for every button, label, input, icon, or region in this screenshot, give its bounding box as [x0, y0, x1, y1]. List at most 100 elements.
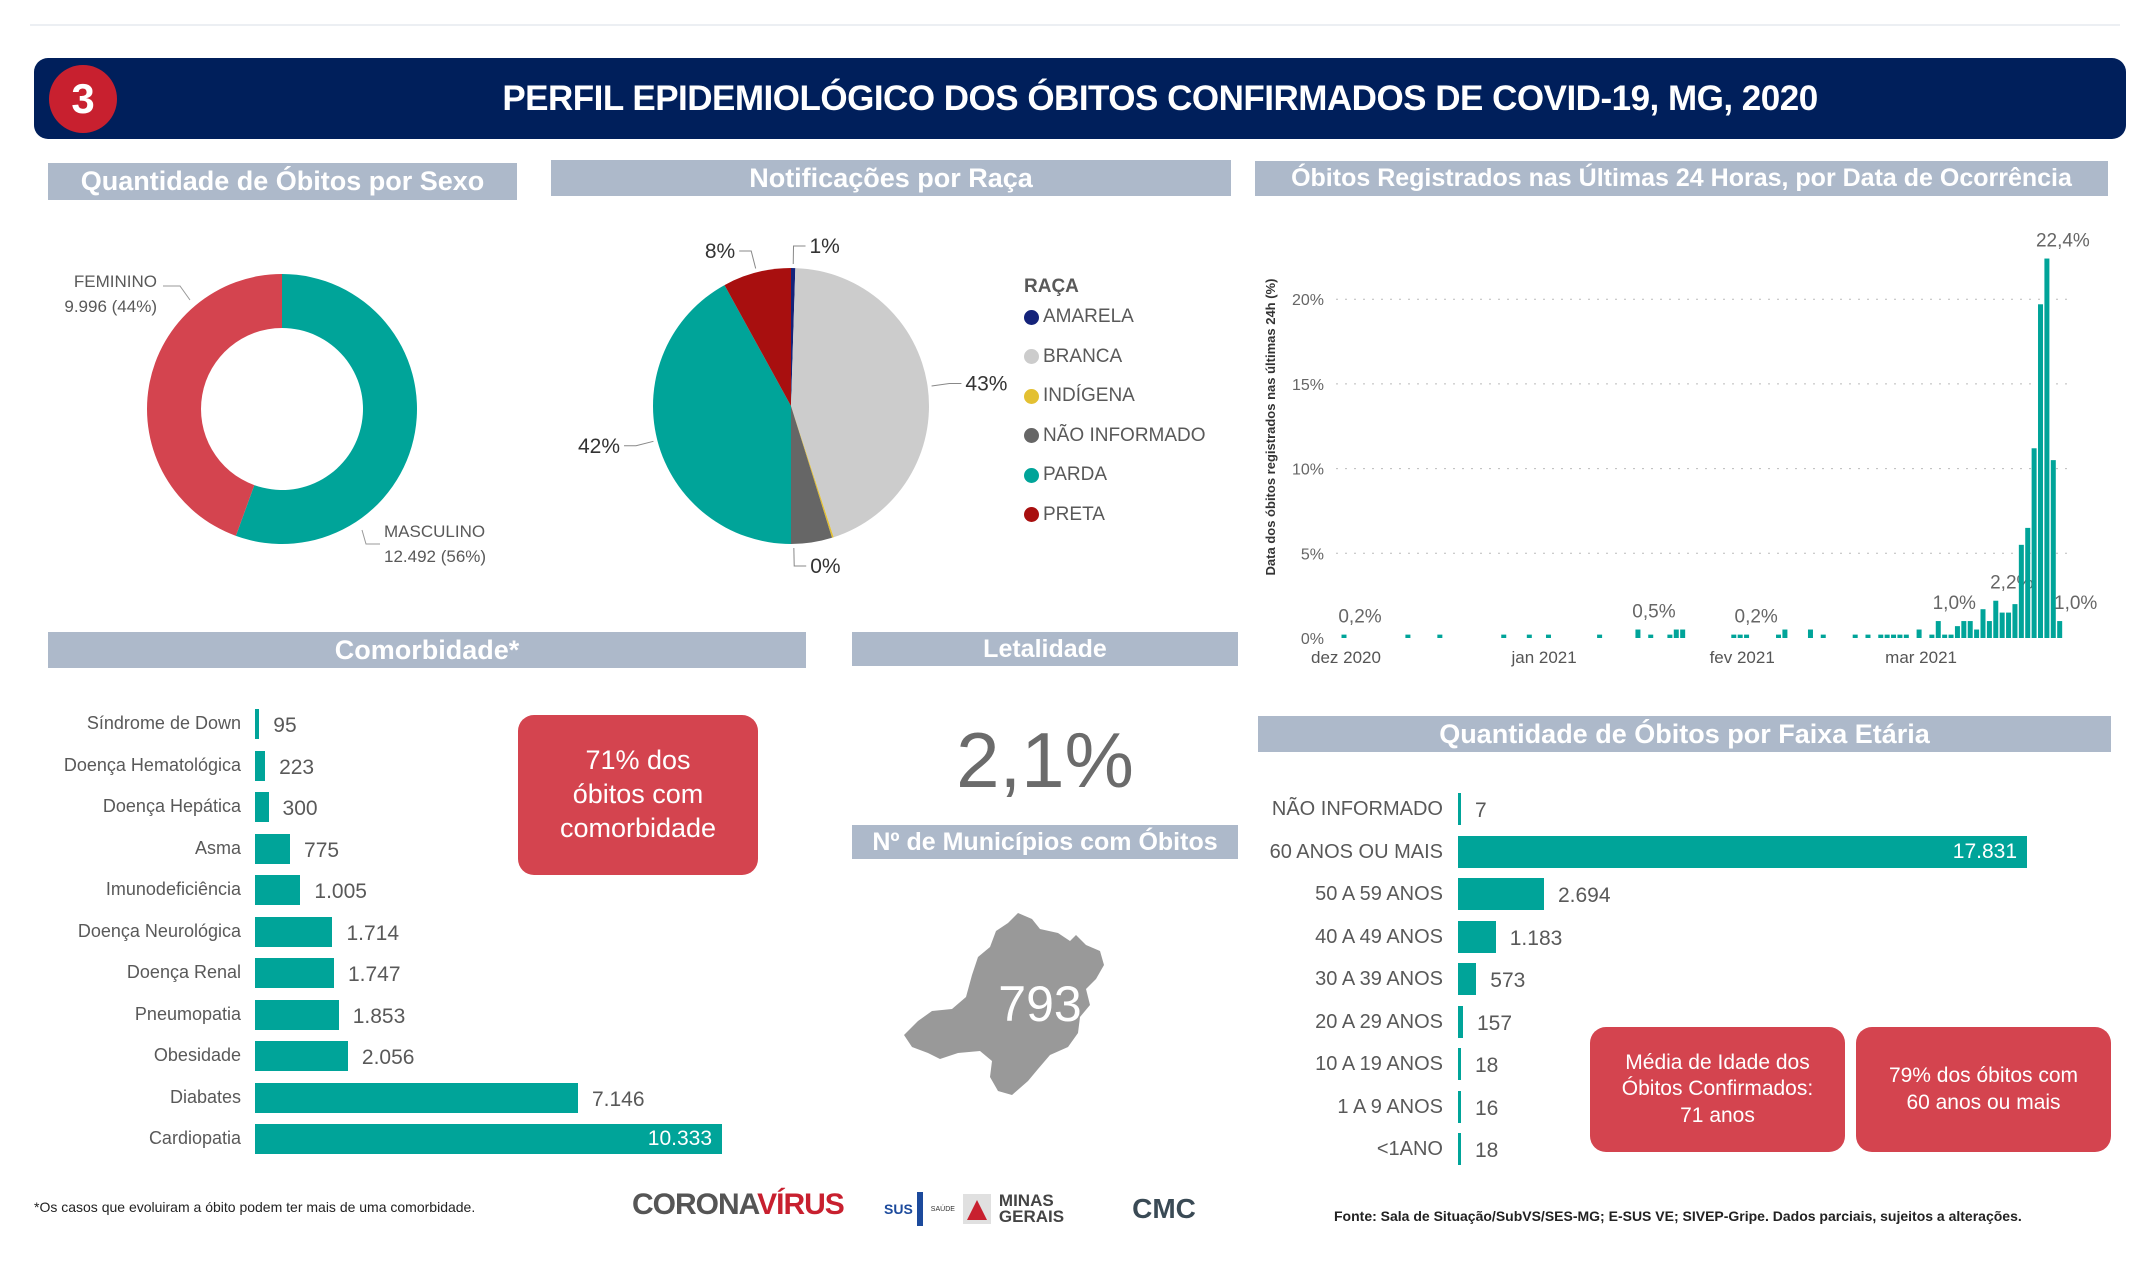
- bar: [255, 1124, 722, 1154]
- pie-slice: [791, 406, 832, 544]
- bar: [1916, 629, 1922, 638]
- cmc-logo: CMC: [1132, 1193, 1196, 1224]
- bar: [1954, 626, 1960, 638]
- pie-leader-line: [624, 440, 654, 447]
- bar: [1942, 634, 1948, 638]
- bar: [2044, 258, 2050, 638]
- bar: [1897, 634, 1903, 638]
- logo-text: VÍRUS: [757, 1188, 845, 1221]
- bar: [255, 875, 301, 905]
- bar: [1545, 634, 1551, 638]
- row-label: <1ANO: [1376, 1138, 1443, 1160]
- ultimas24h-section-title: Óbitos Registrados nas Últimas 24 Horas,…: [1255, 161, 2108, 196]
- comorbidade-highlight-box: 71% dos óbitos com comorbidade: [518, 715, 758, 875]
- bar: [1884, 634, 1890, 638]
- row-label: Diabates: [169, 1086, 241, 1107]
- row-label: Imunodeficiência: [105, 879, 241, 899]
- legend-item: AMARELA: [1024, 304, 1206, 330]
- pie-slice: [724, 268, 791, 406]
- bar: [2057, 621, 2063, 638]
- minas-gerais-logo: MINAS GERAIS: [998, 1192, 1065, 1226]
- legend-item: NÃO INFORMADO: [1024, 423, 1206, 449]
- raca-legend: RAÇA AMARELA BRANCA INDÍGENA NÃO INFORMADO P…: [1024, 276, 1206, 541]
- bar-value-label: 300: [282, 797, 318, 820]
- legend-label: INDÍGENA: [1043, 385, 1135, 406]
- bar: [1458, 1133, 1461, 1165]
- bar: [1852, 634, 1858, 638]
- bar: [1405, 634, 1411, 638]
- legend-label: AMARELA: [1043, 306, 1134, 327]
- bar: [1458, 1090, 1461, 1123]
- bar: [1458, 878, 1544, 910]
- bar: [2018, 544, 2024, 638]
- row-label: Doença Neurológica: [77, 920, 241, 941]
- media-idade-box: Média de Idade dos Óbitos Confirmados: 7…: [1590, 1027, 1845, 1152]
- bar: [1999, 612, 2005, 638]
- bar-data-label: 0,2%: [1735, 607, 1778, 628]
- legend-dot-icon: [1024, 428, 1039, 443]
- bar: [255, 833, 291, 864]
- bar: [255, 709, 260, 739]
- legend-label: BRANCA: [1043, 345, 1123, 367]
- legend-dot-icon: [1024, 349, 1039, 364]
- bar-data-label: 1,0%: [2054, 593, 2097, 614]
- page-title: PERFIL EPIDEMIOLÓGICO DOS ÓBITOS CONFIRM…: [502, 78, 1818, 118]
- bar-value-label: 2.056: [361, 1046, 415, 1069]
- pie-leader-line: [792, 245, 806, 265]
- bar-value-label: 573: [1490, 969, 1526, 992]
- minas-triangle-icon: [962, 1194, 991, 1224]
- bar: [255, 750, 266, 781]
- row-label: Asma: [194, 837, 241, 858]
- legend-dot-icon: [1024, 467, 1039, 483]
- bar: [1967, 621, 1973, 638]
- row-label: Pneumopatia: [134, 1003, 241, 1024]
- bar-value-label: 18: [1475, 1054, 1499, 1077]
- sus-cross-icon: [916, 1192, 923, 1226]
- bar: [1807, 629, 1813, 638]
- row-label: Obesidade: [153, 1045, 241, 1065]
- pie-slice: [791, 268, 796, 406]
- bar: [1782, 629, 1788, 638]
- bar-value-label: 2.694: [1557, 884, 1611, 907]
- y-tick-label: 5%: [1301, 546, 1324, 563]
- bar: [2038, 304, 2044, 638]
- bar-value-label: 775: [304, 838, 340, 862]
- row-label: Síndrome de Down: [86, 713, 241, 733]
- bar: [1597, 634, 1603, 638]
- bar: [2050, 460, 2056, 638]
- feminino-value: 9.996 (44%): [64, 297, 157, 316]
- bar: [1458, 793, 1461, 825]
- bar: [1948, 634, 1954, 638]
- bar: [1986, 621, 1992, 638]
- bar: [1737, 634, 1743, 638]
- bar-data-label: 0,2%: [1338, 607, 1381, 628]
- raca-section-title: Notificações por Raça: [551, 160, 1231, 196]
- saude-label: SAÚDE: [930, 1205, 955, 1213]
- y-tick-label: 15%: [1292, 377, 1324, 394]
- masculino-label: MASCULINO: [384, 522, 486, 541]
- bar: [1891, 634, 1897, 638]
- bar: [255, 999, 339, 1030]
- bar-value-label: 1.714: [346, 921, 400, 945]
- legend-item: INDÍGENA: [1024, 383, 1206, 409]
- bar-value-label: 18: [1475, 1139, 1499, 1162]
- bar: [1635, 629, 1641, 638]
- logo-text: CORONA: [632, 1188, 758, 1221]
- pie-data-label: 1%: [810, 235, 840, 258]
- logo-text: GERAIS: [998, 1207, 1065, 1226]
- bar: [255, 792, 269, 822]
- ultimas24h-bar-chart: 0% 5% 10% 15% 20% dez 2020 jan 2021 fev 2021 mar…: [1263, 231, 2097, 667]
- pie-slice: [791, 268, 929, 538]
- pie-data-label: 8%: [705, 240, 735, 263]
- row-label: Doença Hematológica: [63, 754, 241, 775]
- bar: [1731, 634, 1737, 638]
- bar: [1673, 629, 1679, 638]
- footnote: *Os casos que evoluiram a óbito podem te…: [34, 1199, 476, 1215]
- municipios-section-title: Nº de Municípios com Óbitos: [852, 825, 1238, 859]
- bar: [1458, 920, 1496, 953]
- bar: [1437, 634, 1443, 638]
- sexo-donut-chart: [147, 274, 418, 545]
- bar-value-label: 17.831: [1952, 839, 2017, 863]
- bar-data-label: 1,0%: [1933, 593, 1976, 614]
- section-number-badge: 3: [49, 65, 117, 133]
